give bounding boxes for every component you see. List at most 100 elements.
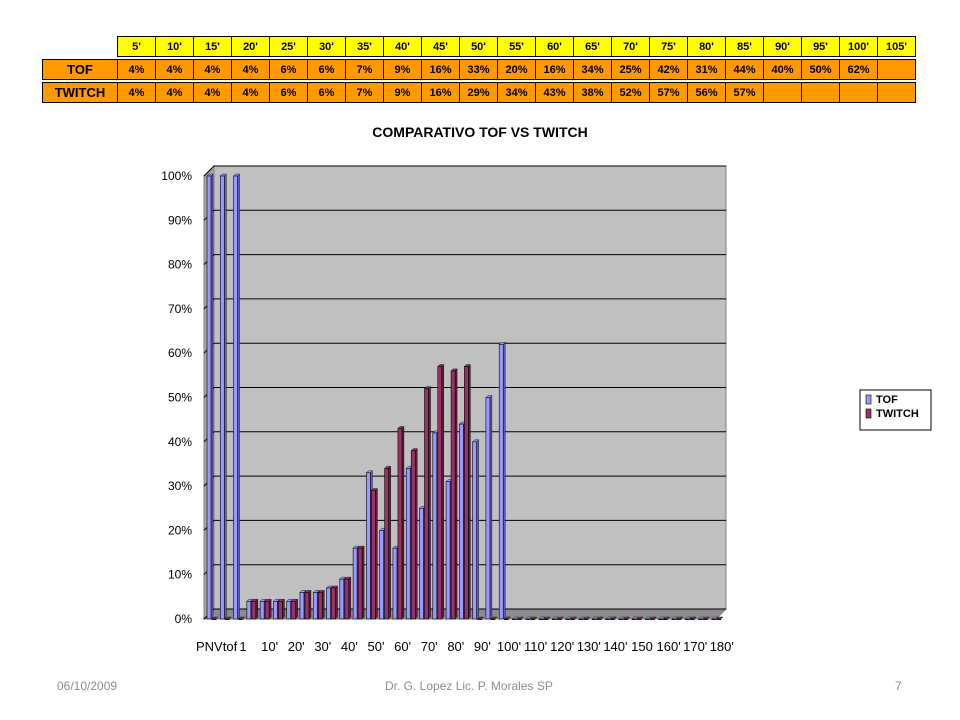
tof-bar bbox=[658, 618, 663, 620]
table-cell: 34% bbox=[573, 59, 612, 80]
x-tick-label: 140' bbox=[603, 639, 627, 654]
column-header: 100' bbox=[839, 36, 878, 57]
tof-bar bbox=[219, 175, 225, 620]
x-tick-label: 10' bbox=[261, 639, 278, 654]
x-tick-label: 50' bbox=[368, 639, 385, 654]
data-table: 5' 10' 15' 20' 25' 30' 35' 40' 45' 50' 55' 60' 65' 70… bbox=[42, 36, 916, 103]
tof-bar bbox=[445, 481, 451, 620]
tof-bar bbox=[552, 618, 557, 620]
y-tick-label: 50% bbox=[168, 391, 192, 405]
tof-bar bbox=[312, 592, 318, 620]
table-cell: 43% bbox=[535, 82, 574, 103]
twitch-bar bbox=[397, 428, 403, 620]
table-cell: 57% bbox=[649, 82, 688, 103]
table-cell: 62% bbox=[839, 59, 878, 80]
table-cell bbox=[801, 82, 840, 103]
table-cell: 31% bbox=[687, 59, 726, 80]
table-cell: 4% bbox=[155, 82, 194, 103]
twitch-bar bbox=[331, 587, 336, 620]
bar-side bbox=[224, 173, 227, 620]
tof-bar bbox=[259, 600, 265, 620]
x-tick-label: 110' bbox=[524, 639, 547, 654]
tof-bar bbox=[419, 507, 424, 620]
x-tick-label: 160' bbox=[657, 639, 681, 654]
table-cell: 4% bbox=[117, 82, 156, 103]
twitch-bar bbox=[570, 618, 575, 620]
twitch-bar bbox=[490, 618, 496, 620]
tof-bar bbox=[605, 618, 610, 620]
y-tick-label: 30% bbox=[168, 479, 192, 493]
tof-bar bbox=[392, 547, 398, 620]
tof-bar bbox=[326, 587, 331, 620]
column-header: 85' bbox=[725, 36, 764, 57]
table-cell: 16% bbox=[421, 82, 460, 103]
x-tick-label: 60' bbox=[394, 639, 411, 654]
twitch-bar bbox=[703, 618, 708, 620]
twitch-bar bbox=[211, 618, 217, 620]
twitch-bar bbox=[689, 618, 695, 620]
x-tick-label: 70' bbox=[421, 639, 438, 654]
table-cell: 7% bbox=[345, 59, 384, 80]
table-cell: 20% bbox=[497, 59, 536, 80]
tof-bar bbox=[698, 618, 703, 620]
tof-bar bbox=[498, 344, 504, 620]
table-cell bbox=[877, 82, 916, 103]
twitch-bar bbox=[583, 618, 589, 620]
table-cell: 6% bbox=[269, 59, 308, 80]
twitch-bar bbox=[517, 618, 522, 620]
twitch-bar bbox=[596, 618, 602, 620]
legend-box bbox=[859, 389, 932, 431]
x-tick-label: PNVtof bbox=[196, 639, 238, 654]
table-cell: 57% bbox=[725, 82, 764, 103]
tof-bar bbox=[618, 618, 624, 620]
y-tick-label: 0% bbox=[175, 612, 193, 626]
footer-authors: Dr. G. Lopez Lic. P. Morales SP bbox=[385, 679, 553, 693]
tof-bar bbox=[684, 618, 690, 620]
twitch-bar bbox=[557, 618, 562, 620]
tof-bar bbox=[273, 600, 278, 620]
tof-bar bbox=[645, 618, 650, 620]
footer-date: 06/10/2009 bbox=[57, 679, 118, 693]
table-cell bbox=[763, 82, 802, 103]
tof-bar bbox=[631, 618, 637, 620]
table-cell: 50% bbox=[801, 59, 840, 80]
tof-bar bbox=[233, 175, 238, 620]
twitch-bar bbox=[224, 618, 230, 620]
bar-side bbox=[237, 173, 240, 620]
footer-page-number: 7 bbox=[895, 679, 902, 693]
tof-bar bbox=[379, 530, 384, 620]
table-cell bbox=[877, 59, 916, 80]
twitch-bar bbox=[264, 600, 270, 620]
twitch-bar bbox=[610, 618, 615, 620]
tof-bar bbox=[459, 423, 464, 620]
column-header: 70' bbox=[611, 36, 650, 57]
tof-bar bbox=[246, 600, 252, 620]
tof-bar bbox=[512, 618, 517, 620]
twitch-bar bbox=[623, 618, 629, 620]
twitch-bar bbox=[344, 578, 350, 620]
twitch-bar bbox=[384, 468, 389, 620]
twitch-bar bbox=[238, 618, 243, 620]
twitch-bar bbox=[371, 490, 376, 620]
twitch-bar bbox=[317, 592, 323, 620]
table-row: TOF 4% 4% 4% 4% 6% 6% 7% 9% 16% 33% 20% 16% 34% 25% 42%… bbox=[42, 59, 916, 80]
twitch-bar bbox=[304, 592, 310, 620]
twitch-bar bbox=[251, 600, 257, 620]
twitch-bar bbox=[716, 618, 722, 620]
x-tick-label: 150 bbox=[631, 639, 653, 654]
y-tick-label: 20% bbox=[168, 523, 192, 537]
column-header: 90' bbox=[763, 36, 802, 57]
y-tick-label: 90% bbox=[168, 213, 192, 227]
tof-bar bbox=[671, 618, 677, 620]
table-cell: 4% bbox=[193, 82, 232, 103]
column-header: 50' bbox=[459, 36, 498, 57]
tof-bar bbox=[485, 397, 491, 620]
twitch-bar bbox=[650, 618, 655, 620]
x-tick-label: 180' bbox=[710, 639, 734, 654]
table-cell: 33% bbox=[459, 59, 498, 80]
table-cell: 52% bbox=[611, 82, 650, 103]
x-tick-label: 130' bbox=[577, 639, 601, 654]
table-header-row: 5' 10' 15' 20' 25' 30' 35' 40' 45' 50' 55' 60' 65' 70… bbox=[43, 36, 916, 57]
table-cell: 4% bbox=[231, 59, 270, 80]
tof-bar bbox=[525, 618, 531, 620]
